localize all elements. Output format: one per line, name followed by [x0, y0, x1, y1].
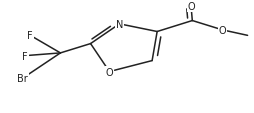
Text: O: O	[106, 67, 113, 77]
Text: N: N	[116, 20, 123, 30]
Text: Br: Br	[17, 73, 28, 83]
Text: F: F	[22, 51, 28, 61]
Text: O: O	[187, 2, 195, 12]
Text: O: O	[219, 26, 226, 36]
Text: F: F	[27, 31, 33, 41]
